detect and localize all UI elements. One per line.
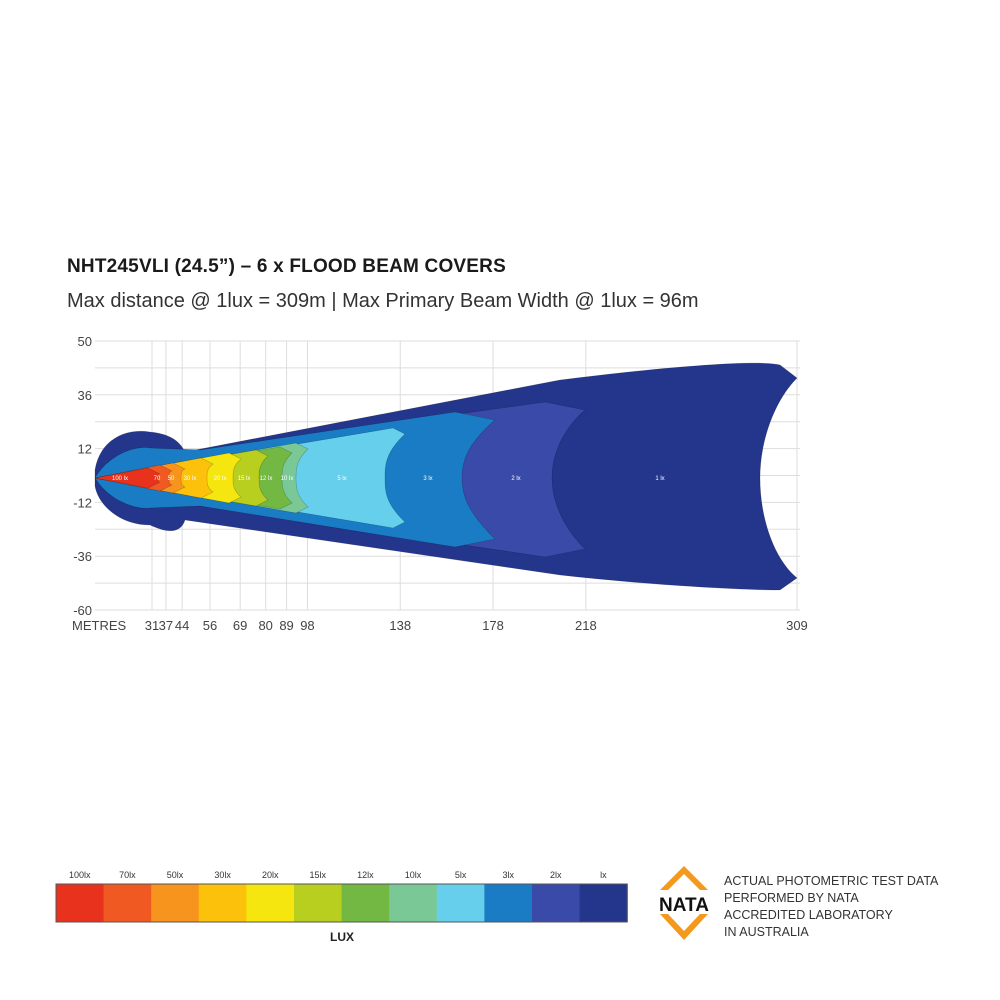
legend-swatch-20lx — [246, 884, 295, 922]
x-tick-label: 31 — [145, 618, 159, 633]
beam-contours — [94, 362, 798, 591]
legend-swatch-100lx — [56, 884, 105, 922]
x-tick-label: 89 — [279, 618, 293, 633]
legend-label: 15lx — [310, 870, 327, 880]
zone-label: 50 — [168, 476, 175, 482]
legend-label: 2lx — [550, 870, 562, 880]
y-tick-label: -36 — [73, 549, 92, 564]
beam-zone-100lx — [94, 467, 161, 489]
zone-label: 10 lx — [281, 476, 294, 482]
nata-logo-text: NATA — [659, 895, 709, 916]
chart-subtitle: Max distance @ 1lux = 309m | Max Primary… — [67, 290, 699, 312]
legend-label: 50lx — [167, 870, 184, 880]
nata-chevron-down-icon — [660, 914, 708, 940]
x-tick-label: 218 — [575, 618, 597, 633]
x-tick-label: 98 — [300, 618, 314, 633]
legend-label: 12lx — [357, 870, 374, 880]
zone-label: 100 lx — [112, 476, 128, 482]
x-tick-label: 178 — [482, 618, 504, 633]
legend-label: 20lx — [262, 870, 279, 880]
legend-swatch-lx — [579, 884, 628, 922]
zone-label: 2 lx — [511, 476, 520, 482]
x-tick-label: 309 — [786, 618, 808, 633]
y-tick-label: -60 — [73, 603, 92, 618]
zone-label: 12 lx — [260, 476, 273, 482]
legend-swatch-50lx — [151, 884, 200, 922]
chart-title: NHT245VLI (24.5”) – 6 x FLOOD BEAM COVER… — [67, 256, 506, 277]
y-tick-label: 36 — [78, 388, 92, 403]
legend-label: 3lx — [502, 870, 514, 880]
zone-label: 20 lx — [214, 476, 227, 482]
x-tick-label: 56 — [203, 618, 217, 633]
x-tick-label: 37 — [159, 618, 173, 633]
nata-line: IN AUSTRALIA — [724, 925, 809, 939]
legend-swatch-10lx — [389, 884, 438, 922]
zone-label: 1 lx — [655, 476, 664, 482]
x-tick-label: 138 — [389, 618, 411, 633]
x-tick-label: 80 — [258, 618, 272, 633]
zone-label: 5 lx — [337, 476, 346, 482]
legend-label: 100lx — [69, 870, 91, 880]
legend-title: LUX — [330, 930, 354, 944]
nata-line: ACCREDITED LABORATORY — [724, 908, 893, 922]
nata-statement: ACTUAL PHOTOMETRIC TEST DATA PERFORMED B… — [724, 873, 938, 941]
nata-line: ACTUAL PHOTOMETRIC TEST DATA — [724, 874, 939, 888]
legend-swatch-12lx — [341, 884, 390, 922]
legend-swatch-30lx — [198, 884, 247, 922]
legend-label: 70lx — [119, 870, 136, 880]
legend-swatch-15lx — [294, 884, 343, 922]
legend-label: 30lx — [214, 870, 231, 880]
zone-label: 70 — [154, 476, 161, 482]
zone-label: 3 lx — [423, 476, 432, 482]
nata-line: PERFORMED BY NATA — [724, 891, 859, 905]
y-tick-label: 50 — [78, 334, 92, 349]
zone-label: 15 lx — [238, 476, 251, 482]
nata-chevron-up-icon — [660, 866, 708, 890]
zone-label: 30 lx — [184, 476, 197, 482]
legend-swatch-2lx — [532, 884, 581, 922]
legend-label: 5lx — [455, 870, 467, 880]
lux-legend: 100lx 70lx 50lx 30lx 20lx 15lx 12lx 10lx 5lx 3lx 2… — [55, 870, 628, 944]
legend-swatch-70lx — [103, 884, 152, 922]
x-tick-label: 69 — [233, 618, 247, 633]
legend-swatch-3lx — [484, 884, 533, 922]
legend-label: lx — [600, 870, 607, 880]
nata-logo: NATA — [659, 866, 709, 940]
x-axis-label: METRES — [72, 618, 127, 633]
x-tick-label: 44 — [175, 618, 189, 633]
y-tick-label: -12 — [73, 495, 92, 510]
legend-border — [55, 883, 628, 923]
legend-label: 10lx — [405, 870, 422, 880]
legend-swatch-5lx — [436, 884, 485, 922]
y-tick-label: 12 — [78, 442, 92, 457]
